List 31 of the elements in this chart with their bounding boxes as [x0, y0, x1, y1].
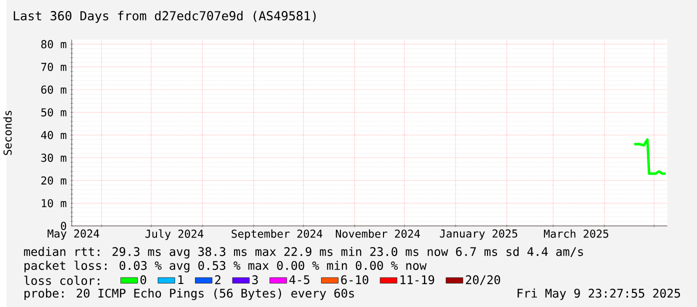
text: median rtt: 29.3 ms avg 38.3 ms max 22.9 ms min 23.0 ms now 6.7 ms sd 4.4 am/s: [24, 246, 583, 258]
x-tick-label: January 2025: [440, 229, 518, 240]
y-tick-label: 80 m: [41, 40, 66, 48]
y-axis-title: Seconds: [3, 110, 12, 155]
text: packet loss: 0.03 % avg 0.53 % max 0.00 % min 0.00 % now: [24, 260, 427, 272]
y-tick-label: 50 m: [41, 108, 66, 116]
legend-label: 6-10: [341, 275, 368, 284]
legend-label: 3: [252, 275, 258, 284]
legend-label: 4-5: [289, 275, 310, 284]
x-tick-label: March 2025: [544, 229, 608, 238]
x-tick-label: September 2024: [232, 229, 322, 240]
x-tick-label: July 2024: [145, 229, 204, 240]
legend-label: 2: [215, 275, 220, 284]
y-tick-label: 0: [60, 222, 66, 230]
line-series: [632, 138, 667, 175]
legend-title: loss color:: [24, 276, 100, 285]
y-tick-label: 70 m: [41, 62, 66, 71]
x-tick-label: November 2024: [336, 229, 420, 238]
y-tick-label: 10 m: [42, 198, 66, 208]
y-tick-label: 30 m: [41, 154, 66, 162]
legend-label: 1: [178, 275, 184, 284]
legend-label: 11-19: [400, 275, 434, 284]
x-tick-label: May 2024: [48, 229, 100, 240]
legend-label: 0: [140, 275, 146, 284]
legend-label: 20/20: [466, 275, 500, 286]
y-tick-label: 60 m: [41, 85, 66, 94]
y-tick-label: 40 m: [41, 130, 66, 140]
chart-title: Last 360 Days from d27edc707e9d (AS49581): [14, 10, 316, 23]
y-tick-label: 20 m: [41, 176, 66, 185]
text: probe: 20 ICMP Echo Pings (56 Bytes) every 60s: [24, 288, 354, 300]
text: Fri May 9 23:27:55 2025: [518, 288, 680, 300]
